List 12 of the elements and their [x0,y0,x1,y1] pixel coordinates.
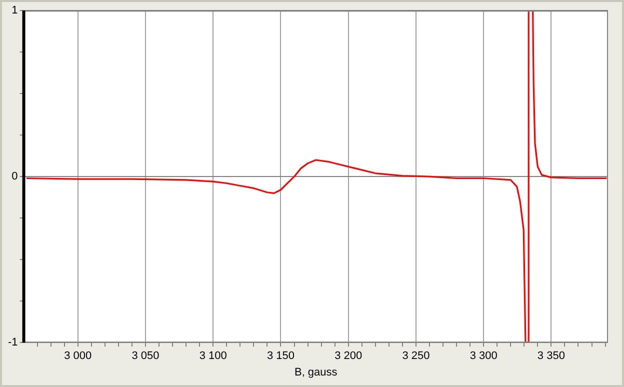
x-tick-label: 3 000 [64,350,92,362]
x-tick-label: 3 100 [199,350,227,362]
x-tick-label: 3 200 [334,350,362,362]
x-tick-label: 3 150 [266,350,294,362]
x-tick-label: 3 350 [537,350,565,362]
y-tick-label: 1 [12,4,18,17]
x-tick-label: 3 050 [132,350,160,362]
x-axis-title: B, gauss [294,366,338,378]
x-tick-label: 3 300 [470,350,498,362]
y-tick-label: -1 [8,336,18,349]
x-tick-label: 3 250 [402,350,430,362]
y-tick-label: 0 [12,170,18,183]
